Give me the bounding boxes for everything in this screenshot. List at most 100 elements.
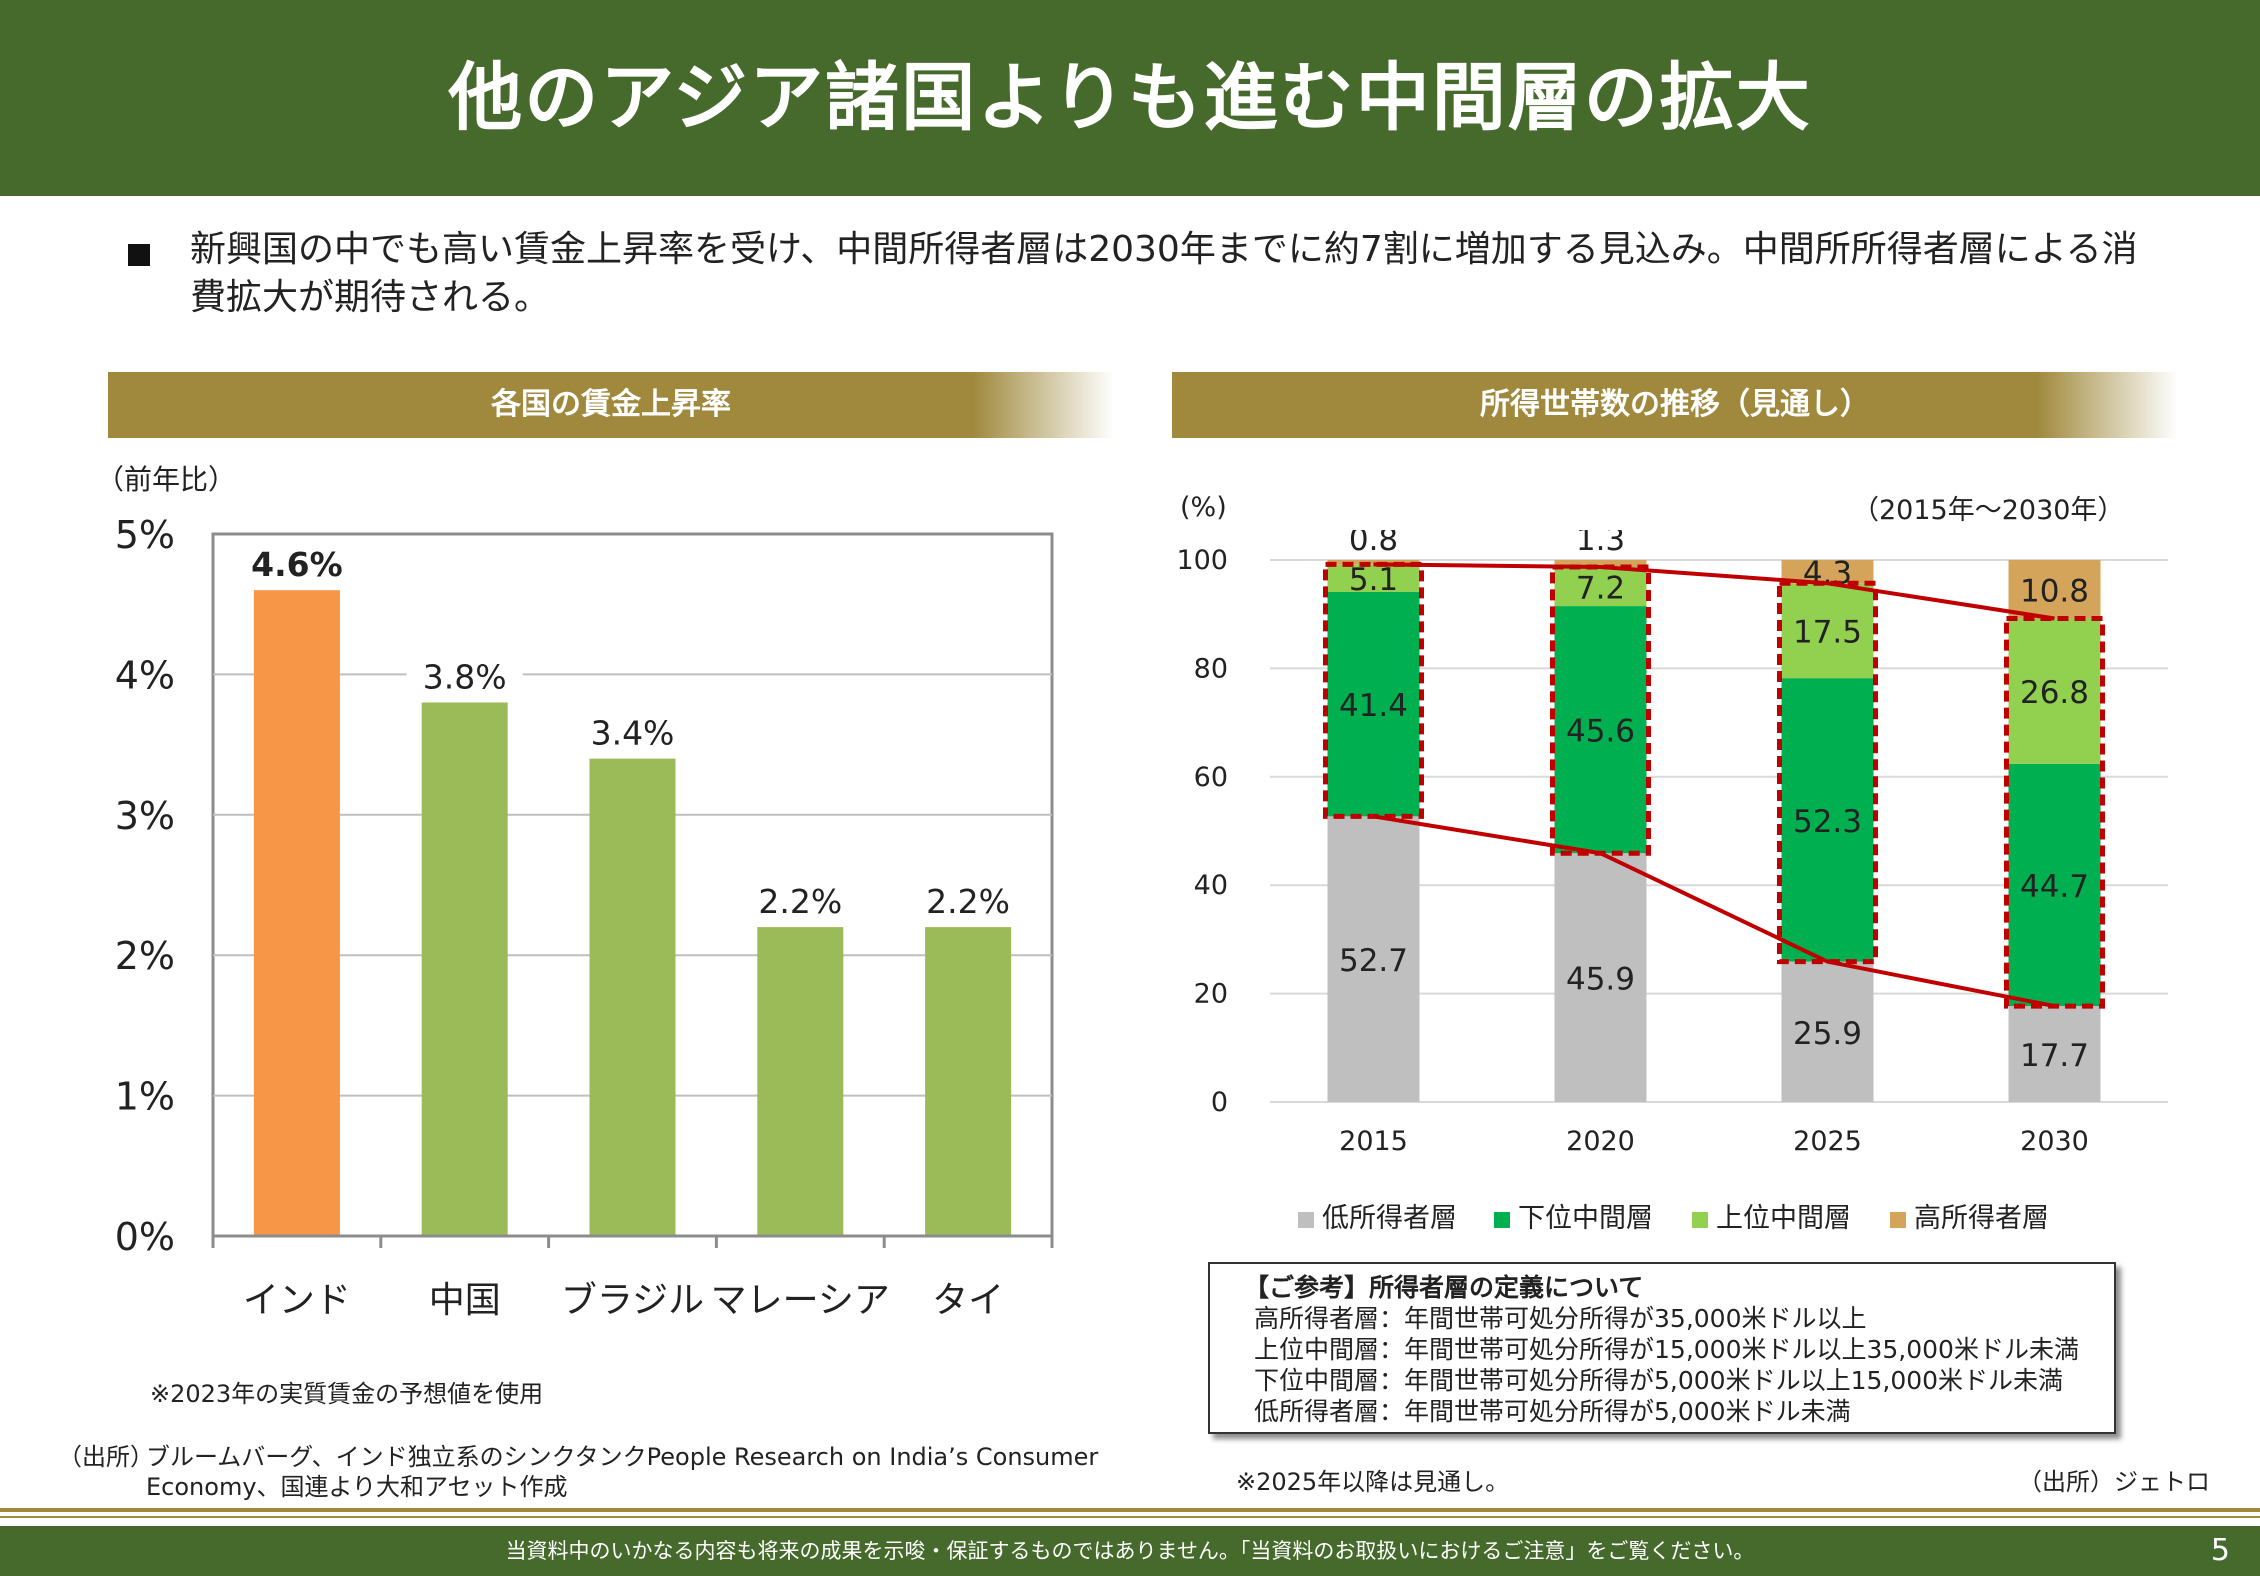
legend-label-upper-middle: 上位中間層 [1716,1203,1851,1234]
bar [253,590,340,1236]
y-tick-label: 3% [115,794,175,838]
data-label: 45.9 [1566,962,1635,998]
right-chart-note: ※2025年以降は見通し。 [1236,1468,1510,1496]
bar-segment [1327,560,1420,565]
middle-class-highlight [1323,561,1424,819]
middle-class-upper-line [1373,562,2055,621]
definition-box: 【ご参考】所得者層の定義について 高所得者層：年間世帯可処分所得が35,000米… [1208,1262,2116,1434]
right-source: （出所）ジェトロ [2018,1468,2210,1496]
data-label-bg [406,654,523,699]
bar-segment [1781,678,1874,962]
definition-row-low: 低所得者層：年間世帯可処分所得が5,000米ドル未満 [1254,1397,1851,1426]
wage-growth-chart: 0% 1% 2% 3% 4% 5% 4.6% インド 3.8% 中国 3.4% ブラジル 2.2% マレー… [115,513,1054,1321]
bar-segment [1554,560,1647,568]
x-tick-label: 中国 [429,1280,501,1321]
data-label: 52.7 [1339,943,1408,979]
bar-segment [2008,763,2101,1007]
left-chart-unit: （前年比） [96,463,237,496]
data-label-bg [910,879,1027,924]
legend-swatch-lower-middle [1494,1211,1510,1228]
x-tick-label: 2015 [1339,1126,1408,1157]
bar-segment [1327,564,1420,592]
legend-swatch-low [1298,1211,1314,1228]
left-section-header: 各国の賃金上昇率 [108,372,1114,438]
y-tick-label: 5% [115,513,175,557]
legend-high: 高所得者層 [1890,1196,2049,1235]
footer-disclaimer: 当資料中のいかなる内容も将来の成果を示唆・保証するものではありません。「当資料の… [505,1539,1755,1563]
household-income-chart: 0 20 40 60 80 100 52.7 41.4 5.1 0.8 2015 45.9 45.6 7.… [1176,530,2168,1157]
data-label: 2.2% [758,882,842,921]
bar-segment [1327,591,1420,817]
data-label: 44.7 [2020,869,2089,905]
header-bar [0,0,2260,196]
x-tick-label: 2030 [2020,1126,2089,1157]
data-label: 2.2% [926,882,1010,921]
definition-row-lower-middle: 下位中間層：年間世帯可処分所得が5,000米ドル以上15,000米ドル未満 [1254,1366,2064,1395]
y-tick-label: 1% [115,1075,175,1119]
page-title: 他のアジア諸国よりも進む中間層の拡大 [448,55,1812,141]
data-label: 26.8 [2020,675,2089,711]
bar-segment [2008,618,2101,764]
right-section-header: 所得世帯数の推移（見通し） [1172,372,2178,438]
bar [589,758,676,1236]
left-source-label: （出所） [58,1443,154,1471]
data-label-bg [742,879,859,924]
legend-swatch-upper-middle [1692,1211,1708,1228]
y-tick-label: 20 [1194,979,1228,1010]
x-tick-label: タイ [932,1280,1004,1321]
bar-segment [1327,816,1420,1102]
bar-segment [2008,1006,2101,1102]
bar [925,927,1012,1236]
data-label: 7.2 [1576,571,1625,607]
legend-lower-middle: 下位中間層 [1494,1196,1653,1235]
data-label: 10.8 [2020,573,2089,609]
left-source-text: ブルームバーグ、インド独立系のシンクタンクPeople Research on … [146,1443,1099,1501]
definition-row-high: 高所得者層：年間世帯可処分所得が35,000米ドル以上 [1254,1304,1867,1333]
bar-segment [1781,583,1874,679]
bar-segment [1554,567,1647,607]
bar-segment [1781,560,1874,584]
left-chart-note: ※2023年の実質賃金の予想値を使用 [150,1380,544,1408]
bar-segment [2008,560,2101,619]
y-tick-label: 40 [1194,870,1228,901]
bar [421,702,508,1236]
definition-title: 【ご参考】所得者層の定義について [1244,1273,1644,1302]
y-tick-label: 0 [1211,1087,1228,1118]
data-label: 0.8 [1349,530,1398,558]
data-label: 3.8% [423,657,507,696]
y-tick-label: 4% [115,653,175,697]
legend-low: 低所得者層 [1298,1196,1457,1235]
data-label: 41.4 [1339,688,1408,724]
data-label: 1.3 [1576,530,1625,558]
right-chart-unit: (%) [1180,492,1227,523]
definition-row-upper-middle: 上位中間層：年間世帯可処分所得が15,000米ドル以上35,000米ドル未満 [1254,1335,2079,1364]
data-label: 52.3 [1793,804,1862,840]
legend-label-high: 高所得者層 [1914,1203,2049,1234]
bar-segment [1554,606,1647,854]
data-label: 17.5 [1793,615,1862,651]
x-tick-label: 2025 [1793,1126,1862,1157]
x-tick-label: ブラジル [561,1280,704,1321]
x-tick-label: マレーシア [711,1280,890,1321]
legend-label-lower-middle: 下位中間層 [1518,1203,1653,1234]
legend-upper-middle: 上位中間層 [1692,1196,1851,1235]
footer-divider-thin [0,1516,2260,1518]
data-label: 5.1 [1349,562,1398,598]
data-label: 17.7 [2020,1038,2089,1074]
data-label: 4.6% [251,545,343,584]
right-chart-period: （2015年～2030年） [1852,495,2125,526]
bullet-square-icon [128,244,150,266]
y-tick-label: 100 [1176,545,1228,576]
footer-bar [0,1526,2260,1576]
data-label-bg [574,710,691,755]
bar-segment [1554,853,1647,1102]
data-label: 25.9 [1793,1016,1862,1052]
x-tick-label: 2020 [1566,1126,1635,1157]
y-tick-label: 2% [115,934,175,978]
data-label: 45.6 [1566,714,1635,750]
y-tick-label: 60 [1194,762,1228,793]
legend-label-low: 低所得者層 [1322,1203,1457,1234]
y-tick-label: 80 [1194,653,1228,684]
bar-segment [1781,961,1874,1102]
page-number: 5 [2210,1533,2230,1568]
